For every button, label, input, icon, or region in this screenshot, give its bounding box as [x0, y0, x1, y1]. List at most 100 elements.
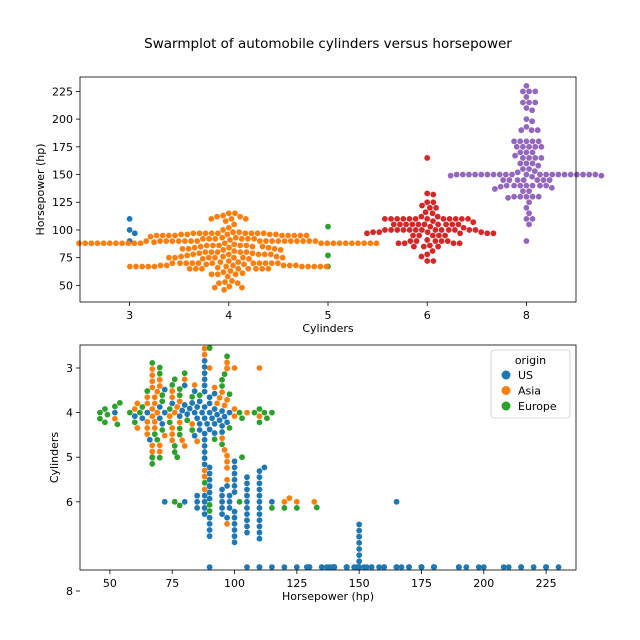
swarm-point	[430, 191, 437, 198]
swarm-point	[281, 564, 288, 570]
swarm-point	[236, 498, 243, 505]
y-tick-label: 150	[52, 169, 73, 182]
swarm-point	[251, 409, 258, 416]
swarm-point	[511, 138, 517, 145]
swarm-point	[151, 263, 158, 270]
swarm-point	[231, 365, 238, 371]
swarm-point	[390, 221, 397, 228]
swarm-point	[244, 523, 250, 530]
swarm-point	[126, 215, 133, 222]
swarm-point	[336, 240, 343, 247]
swarm-point	[226, 391, 233, 398]
swarm-point	[192, 265, 199, 272]
swarm-point	[254, 230, 261, 237]
swarm-point	[159, 427, 166, 433]
swarm-point	[194, 415, 201, 422]
swarm-point	[201, 492, 208, 499]
swarm-point	[407, 238, 414, 244]
swarm-point	[526, 221, 532, 228]
swarm-point	[206, 394, 213, 401]
swarm-point	[356, 539, 363, 546]
swarm-point	[149, 384, 156, 391]
swarm-point	[530, 564, 537, 570]
swarm-point	[236, 409, 243, 416]
swarm-point	[514, 169, 521, 176]
swarm-point	[526, 143, 532, 150]
swarm-point	[157, 262, 164, 269]
y-tick-label: 8	[66, 585, 73, 598]
swarm-point	[221, 447, 228, 453]
swarm-point	[221, 413, 228, 420]
swarm-point	[431, 564, 437, 570]
swarm-point	[211, 436, 218, 443]
swarm-point	[506, 177, 513, 183]
swarm-point	[201, 364, 208, 370]
swarm-point	[231, 476, 238, 483]
swarm-point	[225, 210, 232, 217]
swarm-point	[195, 260, 202, 267]
swarm-point	[227, 237, 233, 243]
swarm-point	[535, 138, 542, 145]
swarm-point	[231, 520, 238, 527]
swarm-point	[415, 221, 422, 228]
swarm-point	[206, 345, 213, 351]
swarm-point	[159, 398, 166, 405]
swarm-point	[540, 177, 547, 183]
swarm-point	[201, 370, 208, 377]
swarm-point	[268, 260, 275, 267]
swarm-point	[395, 240, 402, 247]
swarm-point	[219, 429, 225, 435]
swarm-point	[178, 253, 185, 260]
swarm-point	[356, 521, 363, 528]
swarm-point	[169, 238, 176, 244]
swarm-point	[144, 388, 151, 394]
swarm-point	[229, 278, 235, 284]
swarm-point	[154, 436, 161, 443]
x-tick-label: 150	[349, 577, 370, 590]
swarm-point	[561, 171, 568, 178]
swarm-point	[224, 359, 230, 366]
x-tick-label: 6	[424, 309, 431, 322]
swarm-point	[179, 407, 186, 414]
swarm-point	[256, 511, 263, 517]
bottom-swarm-plot: 50 75 100 125 150 175 200 225 3 4 5 6 8 Horsepower (h…	[48, 344, 577, 603]
swarm-point	[419, 202, 425, 209]
x-tick-label: 4	[225, 309, 232, 322]
swarm-point	[169, 431, 176, 438]
swarm-point	[286, 495, 293, 502]
swarm-point	[197, 243, 204, 250]
swarm-point	[206, 527, 213, 533]
swarm-point	[529, 149, 536, 156]
swarm-point	[102, 406, 108, 412]
swarm-point	[580, 171, 586, 178]
swarm-point	[394, 215, 401, 222]
swarm-point	[256, 505, 263, 511]
swarm-point	[573, 171, 580, 178]
swarm-point	[159, 232, 166, 239]
swarm-point	[534, 177, 541, 183]
swarm-point	[208, 215, 215, 222]
swarm-point	[224, 483, 230, 489]
swarm-point	[206, 495, 213, 502]
swarm-point	[224, 514, 230, 521]
swarm-point	[529, 182, 536, 189]
swarm-point	[523, 94, 530, 100]
swarm-point	[202, 249, 209, 256]
swarm-point	[149, 460, 156, 467]
swarm-point	[273, 253, 280, 260]
swarm-point	[388, 215, 394, 222]
swarm-point	[256, 468, 263, 474]
swarm-point	[205, 254, 212, 261]
swarm-point	[429, 232, 436, 239]
swarm-point	[397, 221, 403, 228]
swarm-point	[413, 238, 420, 244]
swarm-point	[490, 171, 497, 178]
swarm-point	[231, 464, 238, 471]
swarm-point	[281, 505, 288, 511]
swarm-point	[376, 229, 383, 236]
swarm-point	[313, 504, 320, 511]
swarm-point	[221, 402, 228, 409]
swarm-point	[279, 254, 286, 261]
swarm-point	[159, 420, 166, 427]
